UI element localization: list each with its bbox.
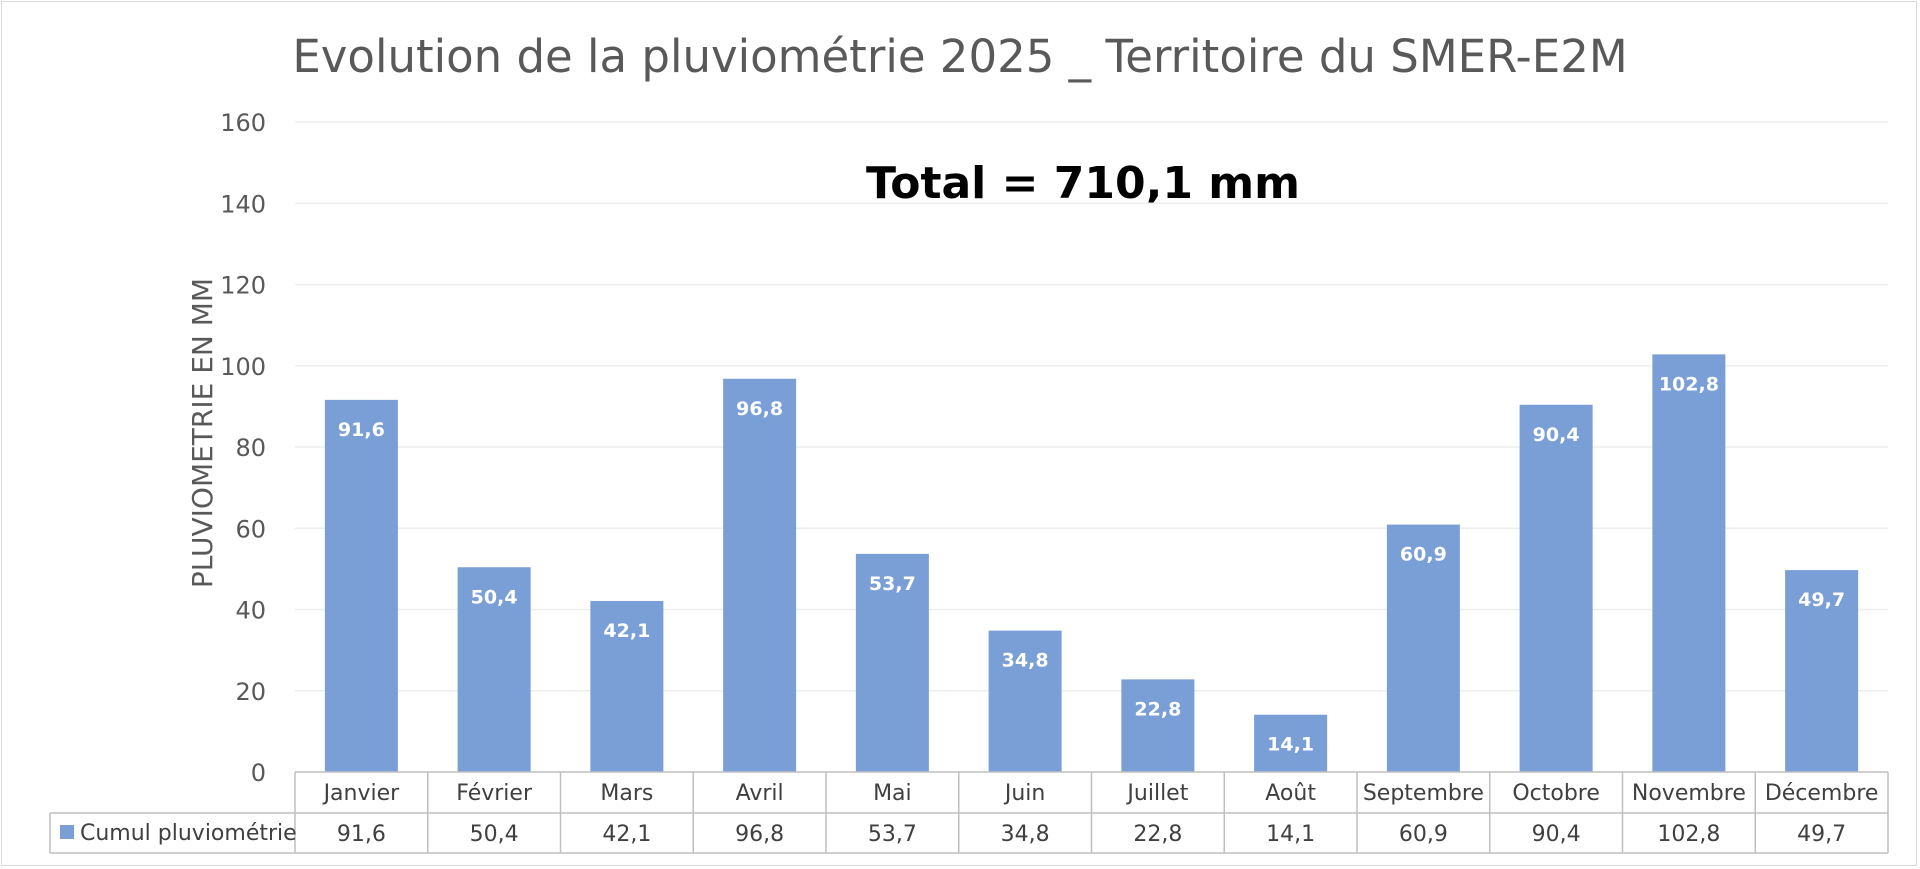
category-label: Septembre (1363, 781, 1484, 806)
data-label: 14,1 (1267, 734, 1314, 756)
data-label: 102,8 (1659, 373, 1719, 395)
table-value: 34,8 (1001, 822, 1050, 847)
y-tick-label: 40 (235, 597, 266, 625)
category-label: Février (456, 781, 533, 806)
gridlines (295, 121, 1888, 692)
table-value: 22,8 (1133, 822, 1182, 847)
bar (324, 399, 398, 772)
table-value: 53,7 (868, 822, 917, 847)
bar (1652, 354, 1726, 772)
data-table: Janvier 91,6 Février 50,4 Mars 42,1 Avril 96,8 M… (49, 771, 1889, 854)
bar (1121, 679, 1195, 772)
bar (1254, 714, 1328, 772)
data-label: 90,4 (1533, 424, 1580, 446)
category-label: Janvier (322, 781, 401, 806)
bar (855, 553, 929, 772)
category-label: Juillet (1125, 781, 1188, 806)
data-label: 96,8 (736, 398, 783, 420)
y-tick-label: 160 (220, 109, 266, 137)
y-tick-label: 100 (220, 353, 266, 381)
bar (1519, 404, 1593, 772)
y-tick-label: 20 (235, 678, 266, 706)
chart-title: Evolution de la pluviométrie 2025 _ Terr… (292, 30, 1627, 83)
category-label: Juin (1003, 781, 1046, 806)
bar (988, 630, 1062, 772)
y-tick-label: 140 (220, 190, 266, 218)
category-label: Novembre (1632, 781, 1746, 806)
data-label: 50,4 (471, 586, 518, 608)
category-label: Mai (873, 781, 912, 806)
table-value: 102,8 (1657, 822, 1720, 847)
y-axis-label: PLUVIOMETRIE EN MM (186, 278, 219, 588)
data-label: 42,1 (603, 620, 650, 642)
legend-swatch (60, 825, 74, 839)
table-value: 49,7 (1797, 822, 1846, 847)
table-value: 90,4 (1532, 822, 1581, 847)
legend-series-name: Cumul pluviométrie (80, 821, 297, 846)
data-label: 53,7 (869, 573, 916, 595)
category-label: Décembre (1765, 781, 1879, 806)
bar (723, 378, 797, 772)
category-label: Mars (600, 781, 653, 806)
bar (1785, 570, 1859, 772)
total-annotation: Total = 710,1 mm (866, 158, 1300, 209)
category-label: Août (1265, 781, 1316, 806)
bars (324, 354, 1859, 772)
bar (1386, 524, 1460, 772)
y-axis-ticks: 0 20 40 60 80 100 120 140 160 (220, 109, 266, 787)
table-value: 60,9 (1399, 822, 1448, 847)
table-value: 50,4 (470, 822, 519, 847)
category-label: Avril (736, 781, 784, 806)
data-label: 34,8 (1002, 650, 1049, 672)
table-value: 96,8 (735, 822, 784, 847)
y-tick-label: 80 (235, 434, 266, 462)
data-label: 91,6 (338, 419, 385, 441)
table-value: 42,1 (602, 822, 651, 847)
y-tick-label: 120 (220, 272, 266, 300)
y-tick-label: 0 (251, 759, 266, 787)
data-labels: 91,6 50,4 42,1 96,8 53,7 34,8 22,8 14,1 60,9 90,4… (338, 373, 1845, 755)
y-tick-label: 60 (235, 515, 266, 543)
data-label: 49,7 (1798, 589, 1845, 611)
table-value: 14,1 (1266, 822, 1315, 847)
data-label: 60,9 (1400, 544, 1447, 566)
table-value: 91,6 (337, 822, 386, 847)
category-label: Octobre (1512, 781, 1600, 806)
bar (457, 567, 531, 772)
data-label: 22,8 (1134, 698, 1181, 720)
bar (590, 600, 664, 772)
